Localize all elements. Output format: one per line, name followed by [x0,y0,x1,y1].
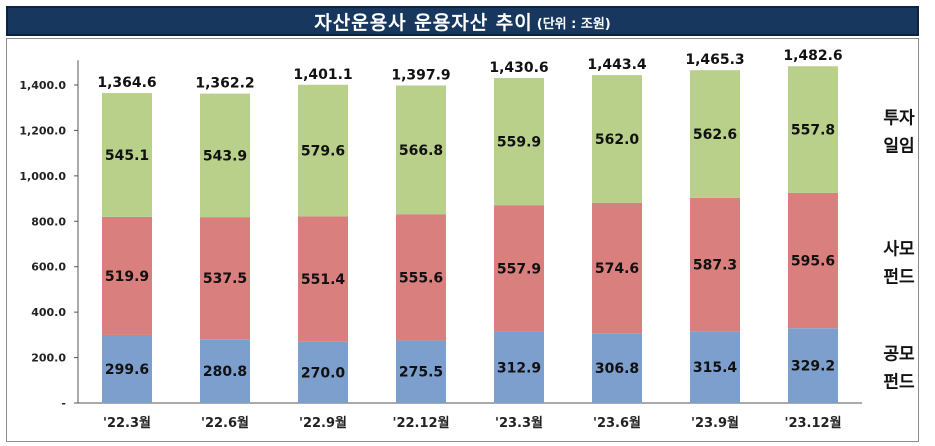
chart-unit-label: (단위 : 조원) [536,17,611,32]
bar-segment [102,334,152,403]
y-tick-label: 400.0 [31,306,66,319]
series-label: 일임 [883,136,914,157]
x-tick-label: '23.6월 [593,415,641,431]
y-tick-label: 200.0 [31,352,66,365]
bar-total-label: 1,362.2 [195,76,254,92]
bar-segment [200,93,250,218]
bar-value-label: 312.9 [497,360,541,376]
bar-value-label: 562.6 [693,127,737,143]
y-tick-label: 600.0 [31,261,66,274]
bar-value-label: 559.9 [497,135,541,151]
bar-value-label: 579.6 [301,144,345,160]
bar-value-label: 555.6 [399,270,443,286]
bar-value-label: 280.8 [203,364,247,380]
bar-value-label: 299.6 [105,362,149,378]
bar-value-label: 562.0 [595,132,640,148]
y-tick-label: 1,000.0 [19,170,66,183]
series-label: 펀드 [883,373,915,393]
x-tick-label: '23.3월 [495,415,543,431]
bar-value-label: 275.5 [399,365,443,381]
bar-segment [298,216,348,342]
bar-segment [102,216,152,335]
bar-total-label: 1,430.6 [489,60,548,76]
series-label: 사모 [883,240,915,260]
x-tick-label: '23.12월 [784,415,841,431]
bar-value-label: 543.9 [203,148,247,164]
x-tick-label: '22.12월 [392,415,449,431]
bar-total-label: 1,364.6 [97,75,156,91]
bar-segment [690,197,740,332]
bar-value-label: 587.3 [693,258,737,274]
y-tick-label: - [61,397,66,410]
bar-total-label: 1,465.3 [685,52,744,68]
y-tick-label: 1,200.0 [19,124,66,137]
bar-value-label: 595.6 [791,254,835,270]
series-label: 공모 [883,345,915,365]
x-tick-label: '22.6월 [201,415,249,431]
bar-value-label: 574.6 [595,261,639,277]
bar-segment [788,328,838,403]
bar-segment [494,331,544,403]
bar-segment [200,217,250,340]
bar-segment [396,85,446,215]
chart-frame [6,38,919,442]
bar-total-label: 1,443.4 [587,57,647,73]
bar-value-label: 557.8 [791,123,835,139]
x-tick-label: '23.9월 [691,415,739,431]
bar-value-label: 551.4 [301,272,346,288]
y-tick-label: 800.0 [31,215,66,228]
bar-value-label: 329.2 [791,359,835,375]
bar-value-label: 557.9 [497,262,541,278]
x-tick-label: '22.9월 [299,415,347,431]
chart-title: 자산운용사 운용자산 추이 [314,11,533,34]
bar-total-label: 1,401.1 [293,67,352,83]
bar-segment [788,66,838,193]
bar-segment [592,202,642,334]
chart-title-bar: 자산운용사 운용자산 추이 (단위 : 조원) [6,6,919,36]
bar-segment [102,93,152,217]
bar-segment [690,70,740,198]
bar-segment [788,192,838,329]
bar-total-label: 1,397.9 [391,67,450,83]
bar-value-label: 519.9 [105,269,149,285]
y-tick-label: 1,400.0 [19,79,66,92]
bar-segment [396,214,446,341]
bar-segment [396,340,446,403]
bar-segment [592,75,642,203]
bar-value-label: 566.8 [399,143,443,159]
bar-segment [298,341,348,403]
bar-segment [298,84,348,217]
bar-total-label: 1,482.6 [783,48,842,64]
bar-value-label: 545.1 [105,148,149,164]
x-tick-label: '22.3월 [103,415,151,431]
series-label: 펀드 [883,268,915,288]
bar-value-label: 537.5 [203,271,247,287]
bar-value-label: 315.4 [693,360,738,376]
bar-value-label: 270.0 [301,365,346,381]
series-label: 투자 [883,109,915,129]
bar-segment [494,205,544,332]
bar-segment [592,333,642,403]
bar-segment [690,331,740,403]
bar-segment [494,78,544,206]
bar-value-label: 306.8 [595,361,639,377]
bar-segment [200,339,250,403]
